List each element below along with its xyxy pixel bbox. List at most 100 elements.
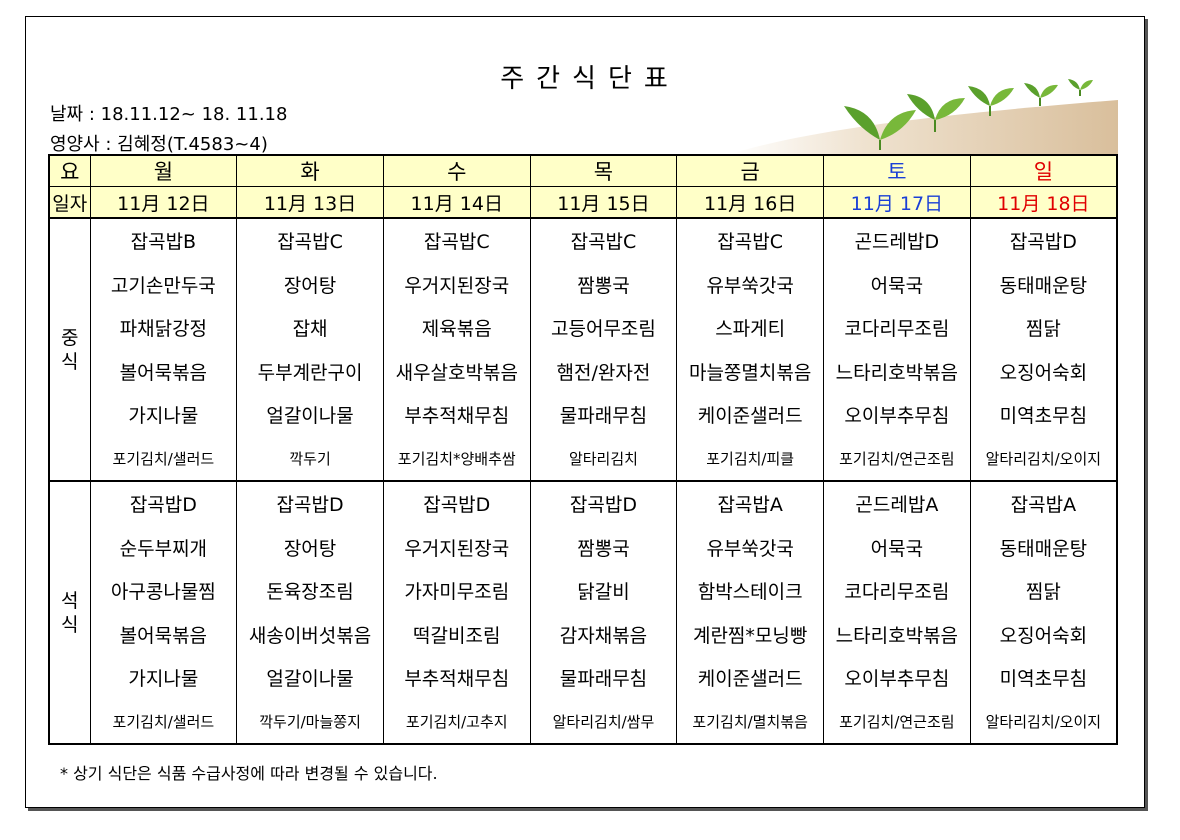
dinner-menu-item: 잡곡밥D	[382, 480, 531, 526]
dinner-menu-item: 깍두기/마늘쫑지	[236, 699, 384, 744]
lunch-menu-item: 잡곡밥B	[89, 217, 238, 263]
lunch-menu-item: 포기김치/피클	[676, 436, 825, 481]
dinner-menu-item: 알타리김치/오이지	[969, 699, 1118, 744]
dinner-menu-item: 물파래무침	[529, 656, 678, 700]
dinner-row: 가지나물 얼갈이나물 부추적채무침 물파래무침 케이준샐러드 오이부추무침 미역초무침	[49, 656, 1118, 700]
dinner-label: 석 식	[48, 480, 91, 744]
lunch-row: 중 식 잡곡밥B 잡곡밥C 잡곡밥C 잡곡밥C 잡곡밥C 곤드레밥D 잡곡밥D	[48, 217, 1118, 481]
dinner-menu-item: 잡곡밥A	[676, 480, 825, 526]
lunch-menu-item: 곤드레밥D	[823, 217, 971, 263]
lunch-menu-item: 잡곡밥D	[969, 217, 1118, 263]
dinner-row: 석 식 잡곡밥D 잡곡밥D 잡곡밥D 잡곡밥D 잡곡밥A 곤드레밥A 잡곡밥A	[48, 480, 1118, 744]
dinner-menu-item: 오징어숙회	[969, 612, 1118, 656]
date-wed: 11月 14日	[382, 186, 531, 219]
lunch-menu-item: 스파게티	[676, 306, 825, 350]
lunch-menu-item: 얼갈이나물	[236, 393, 384, 437]
lunch-menu-item: 잡곡밥C	[676, 217, 825, 263]
weekday-fri: 금	[676, 154, 825, 187]
lunch-menu-item: 느타리호박볶음	[823, 349, 971, 393]
sprout-illustration	[730, 79, 1118, 154]
dinner-menu-item: 잡곡밥D	[236, 480, 384, 526]
lunch-menu-item: 마늘쫑멸치볶음	[676, 349, 825, 393]
dinner-menu-item: 미역초무침	[969, 656, 1118, 700]
weekday-sat: 토	[823, 154, 971, 187]
dinner-row: 아구콩나물찜 돈육장조림 가자미무조림 닭갈비 함박스테이크 코다리무조림 찜닭	[49, 569, 1118, 613]
date-fri: 11月 16日	[676, 186, 825, 219]
weekday-label: 요	[48, 154, 91, 187]
dinner-menu-item: 유부쑥갓국	[676, 525, 825, 569]
dinner-menu-item: 포기김치/고추지	[382, 699, 531, 744]
dinner-menu-item: 오이부추무침	[823, 656, 971, 700]
dinner-menu-item: 순두부찌개	[89, 525, 238, 569]
dinner-menu-item: 가지나물	[89, 656, 238, 700]
date-range: 날짜 : 18.11.12~ 18. 11.18	[50, 104, 288, 125]
dinner-menu-item: 알타리김치/쌈무	[529, 699, 678, 744]
dinner-menu-item: 어묵국	[823, 525, 971, 569]
dinner-menu-item: 떡갈비조림	[382, 612, 531, 656]
dinner-row: 볼어묵볶음 새송이버섯볶음 떡갈비조림 감자채볶음 계란찜*모닝빵 느타리호박볶음 오징어숙…	[49, 612, 1118, 656]
lunch-menu-item: 햄전/완자전	[529, 349, 678, 393]
lunch-menu-item: 유부쑥갓국	[676, 262, 825, 306]
dinner-menu-item: 느타리호박볶음	[823, 612, 971, 656]
lunch-menu-item: 깍두기	[236, 436, 384, 481]
lunch-menu-item: 장어탕	[236, 262, 384, 306]
dinner-row: 순두부찌개 장어탕 우거지된장국 짬뽕국 유부쑥갓국 어묵국 동태매운탕	[49, 525, 1118, 569]
dinner-menu-item: 포기김치/샐러드	[89, 699, 238, 744]
lunch-menu-item: 케이준샐러드	[676, 393, 825, 437]
lunch-menu-item: 두부계란구이	[236, 349, 384, 393]
page-title: 주간식단표	[500, 64, 680, 94]
lunch-row: 고기손만두국 장어탕 우거지된장국 짬뽕국 유부쑥갓국 어묵국 동태매운탕	[49, 262, 1118, 306]
dinner-menu-item: 찜닭	[969, 569, 1118, 613]
dinner-menu-item: 돈육장조림	[236, 569, 384, 613]
lunch-menu-item: 제육볶음	[382, 306, 531, 350]
lunch-menu-item: 고기손만두국	[89, 262, 238, 306]
dinner-menu-item: 아구콩나물찜	[89, 569, 238, 613]
lunch-menu-item: 알타리김치/오이지	[969, 436, 1118, 481]
dinner-menu-item: 함박스테이크	[676, 569, 825, 613]
lunch-row: 볼어묵볶음 두부계란구이 새우살호박볶음 햄전/완자전 마늘쫑멸치볶음 느타리호박볶음 오징…	[49, 349, 1118, 393]
dinner-menu-item: 계란찜*모닝빵	[676, 612, 825, 656]
lunch-menu-item: 고등어무조림	[529, 306, 678, 350]
weekday-wed: 수	[382, 154, 531, 187]
weekly-menu-table: 요 월 화 수 목 금 토 일 일자 11月 12日 11月 13日 11月 1…	[48, 154, 1118, 745]
dinner-row: 포기김치/샐러드 깍두기/마늘쫑지 포기김치/고추지 알타리김치/쌈무 포기김치/멸치볶…	[49, 699, 1118, 744]
weekday-mon: 월	[89, 154, 238, 187]
date-sat: 11月 17日	[823, 186, 971, 219]
date-tue: 11月 13日	[236, 186, 384, 219]
lunch-menu-item: 잡곡밥C	[236, 217, 384, 263]
lunch-menu-item: 어묵국	[823, 262, 971, 306]
lunch-menu-item: 오징어숙회	[969, 349, 1118, 393]
dinner-menu-item: 얼갈이나물	[236, 656, 384, 700]
lunch-menu-item: 잡채	[236, 306, 384, 350]
lunch-row: 파채닭강정 잡채 제육볶음 고등어무조림 스파게티 코다리무조림 찜닭	[49, 306, 1118, 350]
dinner-menu-item: 케이준샐러드	[676, 656, 825, 700]
weekday-thu: 목	[529, 154, 678, 187]
dinner-menu-item: 코다리무조림	[823, 569, 971, 613]
lunch-menu-item: 코다리무조림	[823, 306, 971, 350]
lunch-menu-item: 잡곡밥C	[529, 217, 678, 263]
dinner-menu-item: 새송이버섯볶음	[236, 612, 384, 656]
lunch-menu-item: 파채닭강정	[89, 306, 238, 350]
lunch-menu-item: 새우살호박볶음	[382, 349, 531, 393]
weekday-sun: 일	[969, 154, 1118, 187]
dinner-menu-item: 잡곡밥D	[529, 480, 678, 526]
lunch-menu-item: 포기김치*양배추쌈	[382, 436, 531, 481]
dinner-menu-item: 닭갈비	[529, 569, 678, 613]
lunch-menu-item: 미역초무침	[969, 393, 1118, 437]
dinner-menu-item: 동태매운탕	[969, 525, 1118, 569]
lunch-menu-item: 잡곡밥C	[382, 217, 531, 263]
footnote: * 상기 식단은 식품 수급사정에 따라 변경될 수 있습니다.	[60, 764, 438, 783]
dinner-menu-item: 부추적채무침	[382, 656, 531, 700]
lunch-row: 가지나물 얼갈이나물 부추적채무침 물파래무침 케이준샐러드 오이부추무침 미역초무침	[49, 393, 1118, 437]
date-row: 일자 11月 12日 11月 13日 11月 14日 11月 15日 11月 1…	[48, 186, 1118, 219]
weekday-tue: 화	[236, 154, 384, 187]
dinner-menu-item: 가자미무조림	[382, 569, 531, 613]
dinner-menu-item: 포기김치/멸치볶음	[676, 699, 825, 744]
lunch-menu-item: 우거지된장국	[382, 262, 531, 306]
dinner-menu-item: 포기김치/연근조림	[823, 699, 971, 744]
date-sun: 11月 18日	[969, 186, 1118, 219]
lunch-menu-item: 가지나물	[89, 393, 238, 437]
lunch-menu-item: 오이부추무침	[823, 393, 971, 437]
nutritionist-info: 영양사 : 김혜정(T.4583~4)	[50, 134, 268, 155]
lunch-menu-item: 포기김치/샐러드	[89, 436, 238, 481]
